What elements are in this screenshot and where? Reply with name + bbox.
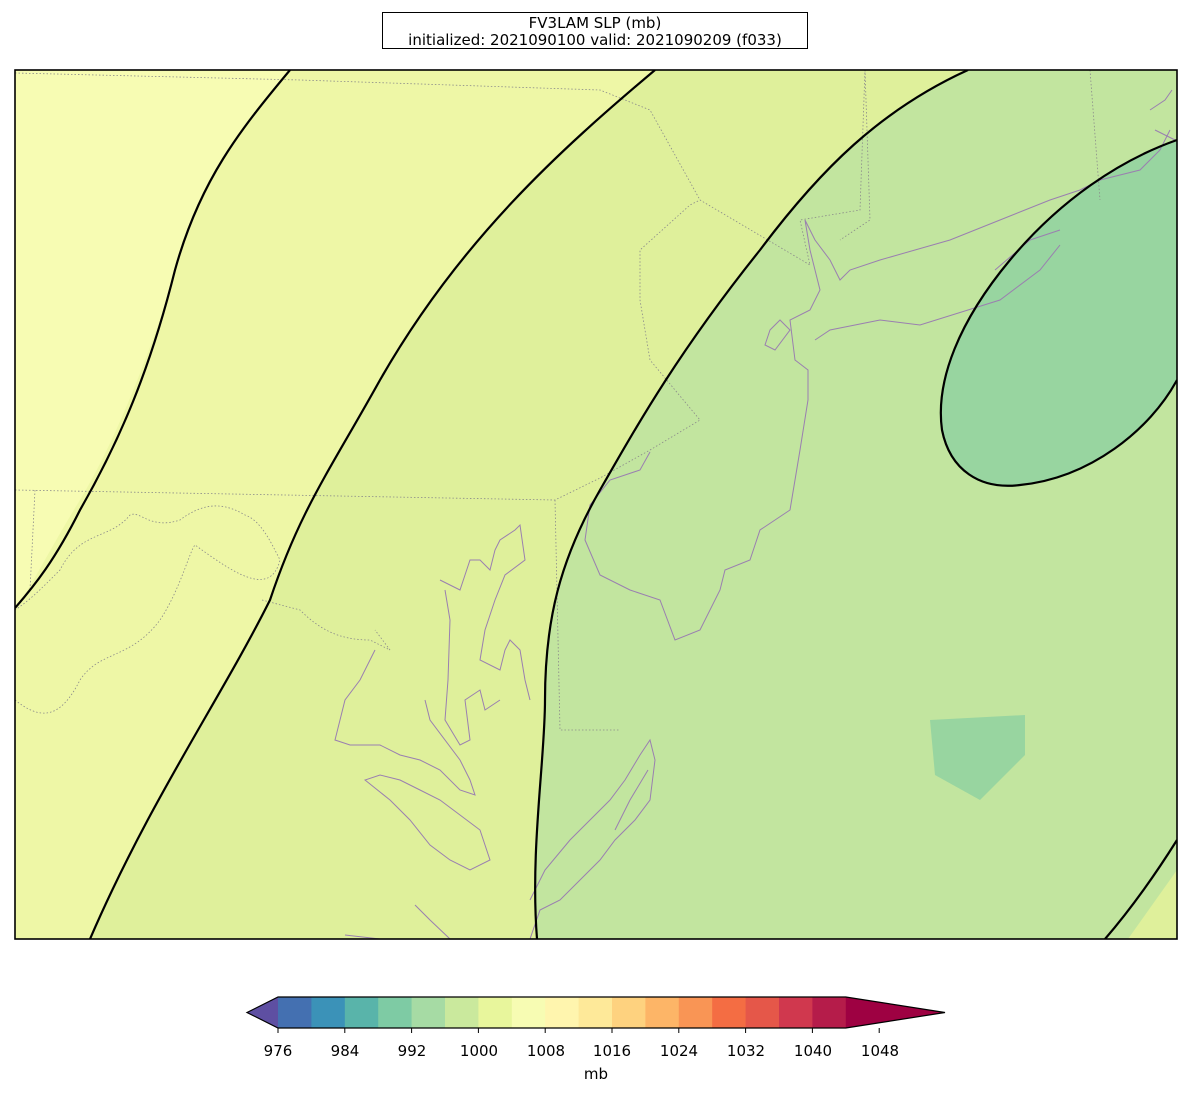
- colorbar-swatch: [578, 997, 613, 1028]
- tick-label: 1024: [659, 1042, 699, 1060]
- tick-label: 1000: [459, 1042, 499, 1060]
- title-line-1: FV3LAM SLP (mb): [528, 14, 662, 32]
- patch-a: [930, 715, 1025, 800]
- tick-label: 1040: [793, 1042, 833, 1060]
- title-line-2: initialized: 2021090100 valid: 202109020…: [408, 31, 782, 49]
- colorbar-swatch: [278, 997, 312, 1028]
- tick-label: 1032: [726, 1042, 766, 1060]
- colorbar-swatch: [545, 997, 580, 1028]
- colorbar-extend-max: [845, 997, 945, 1028]
- tick-label: 984: [330, 1042, 360, 1060]
- colorbar-swatch: [511, 997, 546, 1028]
- map-frame: [14, 69, 1178, 940]
- colorbar-swatch: [411, 997, 446, 1028]
- colorbar-swatch: [779, 997, 813, 1028]
- colorbar-swatch: [344, 997, 379, 1028]
- colorbar-extend-min: [247, 997, 278, 1028]
- tick-label: 976: [263, 1042, 293, 1060]
- patch-c: [1128, 870, 1177, 939]
- colorbar-swatch: [311, 997, 346, 1028]
- band-1000: [940, 140, 1177, 486]
- tick-label: 992: [397, 1042, 427, 1060]
- colorbar-swatch: [612, 997, 646, 1028]
- colorbar-swatch: [745, 997, 780, 1028]
- band-1016: [15, 70, 290, 610]
- tick-label: 1016: [592, 1042, 632, 1060]
- coastlines: [334, 89, 1176, 939]
- colorbar-swatch: [712, 997, 747, 1028]
- colorbar-swatch: [445, 997, 479, 1028]
- tick-label: 1008: [526, 1042, 566, 1060]
- band-1012: [15, 70, 655, 939]
- isobar-contours: [15, 70, 1177, 939]
- colorbar-unit-label: mb: [583, 1065, 609, 1083]
- colorbar-swatch: [678, 997, 713, 1028]
- colorbar-swatch: [645, 997, 680, 1028]
- colorbar-swatch: [478, 997, 513, 1028]
- colorbar-swatch: [378, 997, 413, 1028]
- colorbar-swatch: [812, 997, 847, 1028]
- plot-title: FV3LAM SLP (mb) initialized: 2021090100 …: [382, 12, 808, 49]
- tick-label: 1048: [860, 1042, 900, 1060]
